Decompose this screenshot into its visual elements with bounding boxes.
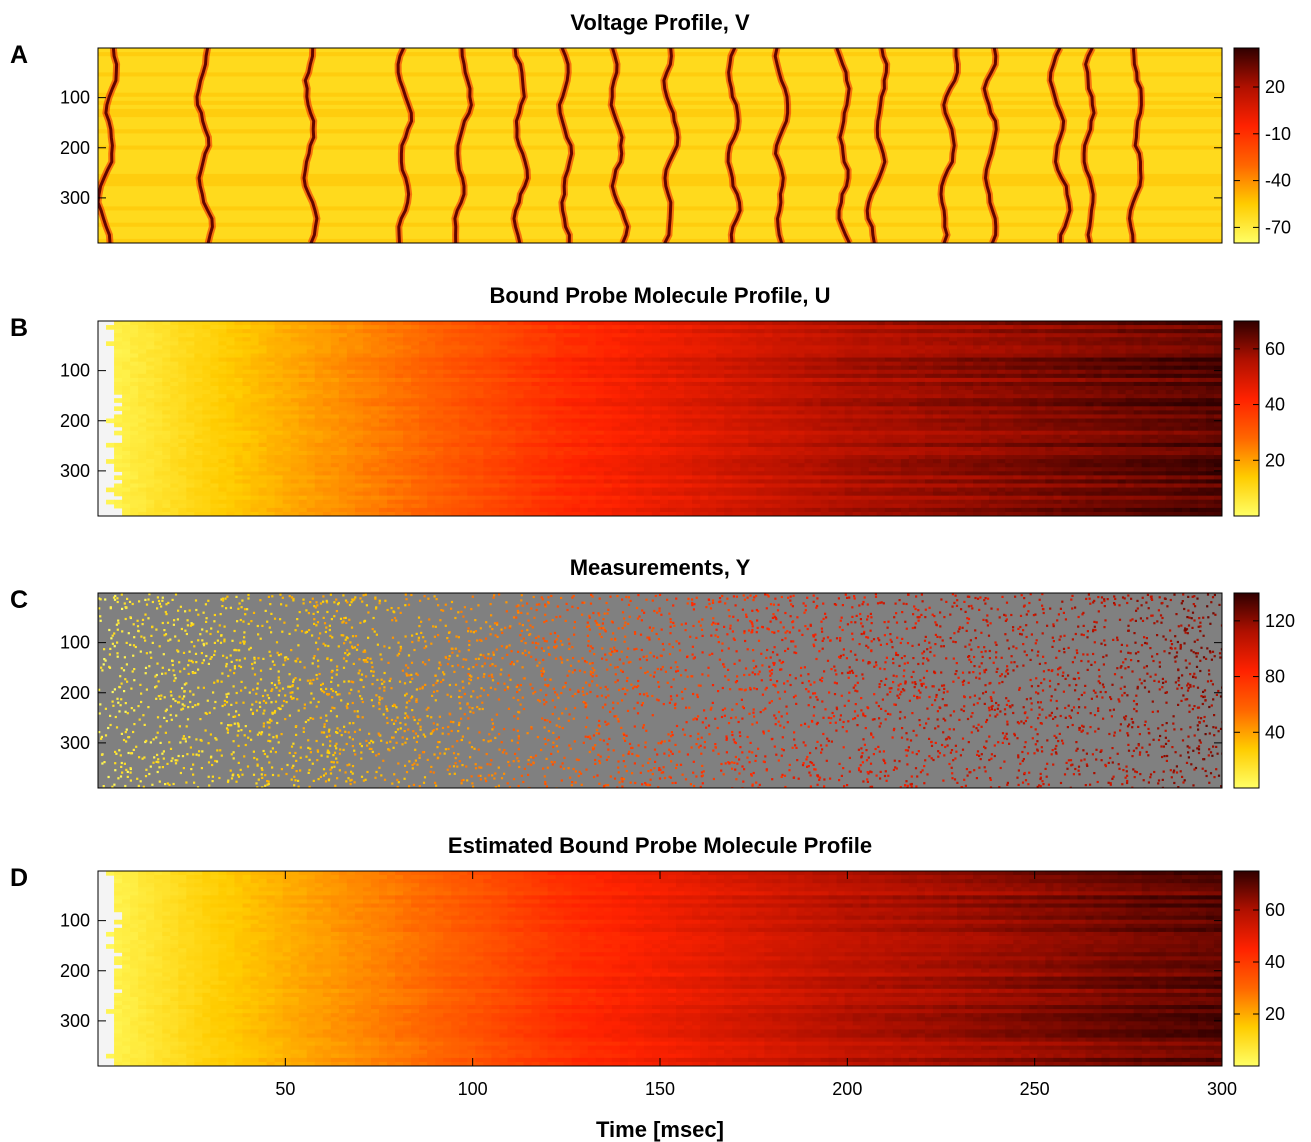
x-tick-label: 150 (645, 1079, 675, 1099)
colorbar-tick-label: 40 (1265, 722, 1285, 742)
heatmap-area (98, 48, 1222, 243)
colorbar: 60 40 20 (1233, 870, 1285, 1067)
colorbar-tick-label: 40 (1265, 395, 1285, 415)
colorbar-tick-label: 60 (1265, 900, 1285, 920)
y-tick-label: 300 (60, 1011, 90, 1031)
colorbar-tick-label: -10 (1265, 124, 1291, 144)
colorbar-tick-label: 60 (1265, 339, 1285, 359)
x-axis-label: Time [msec] (596, 1117, 724, 1142)
y-tick-label: 300 (60, 461, 90, 481)
colorbar: 120 80 40 (1233, 592, 1295, 789)
panel-a: 100 200 300 Voltage Profile, V A 20 -10 -40 -70 (10, 10, 1291, 244)
y-tick-label: 300 (60, 188, 90, 208)
x-tick-label: 200 (832, 1079, 862, 1099)
heatmap-area (98, 593, 1222, 788)
x-tick-label: 250 (1020, 1079, 1050, 1099)
colorbar-tick-label: 20 (1265, 77, 1285, 97)
y-tick-label: 100 (60, 633, 90, 653)
colorbar-tick-label: 80 (1265, 667, 1285, 687)
x-tick-label: 50 (275, 1079, 295, 1099)
panel-letter: D (10, 864, 28, 892)
colorbar-tick-label: 120 (1265, 611, 1295, 631)
panel-letter: B (10, 314, 28, 342)
y-tick-label: 200 (60, 683, 90, 703)
panel-title: Bound Probe Molecule Profile, U (489, 283, 830, 308)
panel-title: Estimated Bound Probe Molecule Profile (448, 833, 872, 858)
y-tick-label: 100 (60, 361, 90, 381)
colorbar-tick-label: 20 (1265, 450, 1285, 470)
y-tick-label: 200 (60, 961, 90, 981)
y-tick-label: 300 (60, 733, 90, 753)
colorbar-tick-label: -40 (1265, 171, 1291, 191)
x-tick-label: 300 (1207, 1079, 1237, 1099)
heatmap-area (98, 321, 1222, 516)
colorbar: 20 -10 -40 -70 (1233, 47, 1291, 244)
panel-title: Voltage Profile, V (570, 10, 750, 35)
y-tick-label: 100 (60, 88, 90, 108)
colorbar-tick-label: -70 (1265, 217, 1291, 237)
panel-b: 100 200 300 Bound Probe Molecule Profile, U… (10, 283, 1285, 517)
panel-letter: A (10, 41, 28, 69)
y-tick-label: 200 (60, 138, 90, 158)
colorbar: 60 40 20 (1233, 320, 1285, 517)
panel-title: Measurements, Y (570, 555, 751, 580)
x-tick-label: 100 (458, 1079, 488, 1099)
colorbar-tick-label: 20 (1265, 1004, 1285, 1024)
y-tick-label: 200 (60, 411, 90, 431)
panel-d: 100 200 300 50 100 150 200 250 300 Time [msec] Est… (10, 833, 1285, 1142)
panel-letter: C (10, 586, 28, 614)
heatmap-area (98, 871, 1222, 1066)
y-tick-label: 100 (60, 911, 90, 931)
panel-c: 100 200 300 Measurements, Y C 120 80 40 (10, 555, 1295, 789)
colorbar-tick-label: 40 (1265, 952, 1285, 972)
